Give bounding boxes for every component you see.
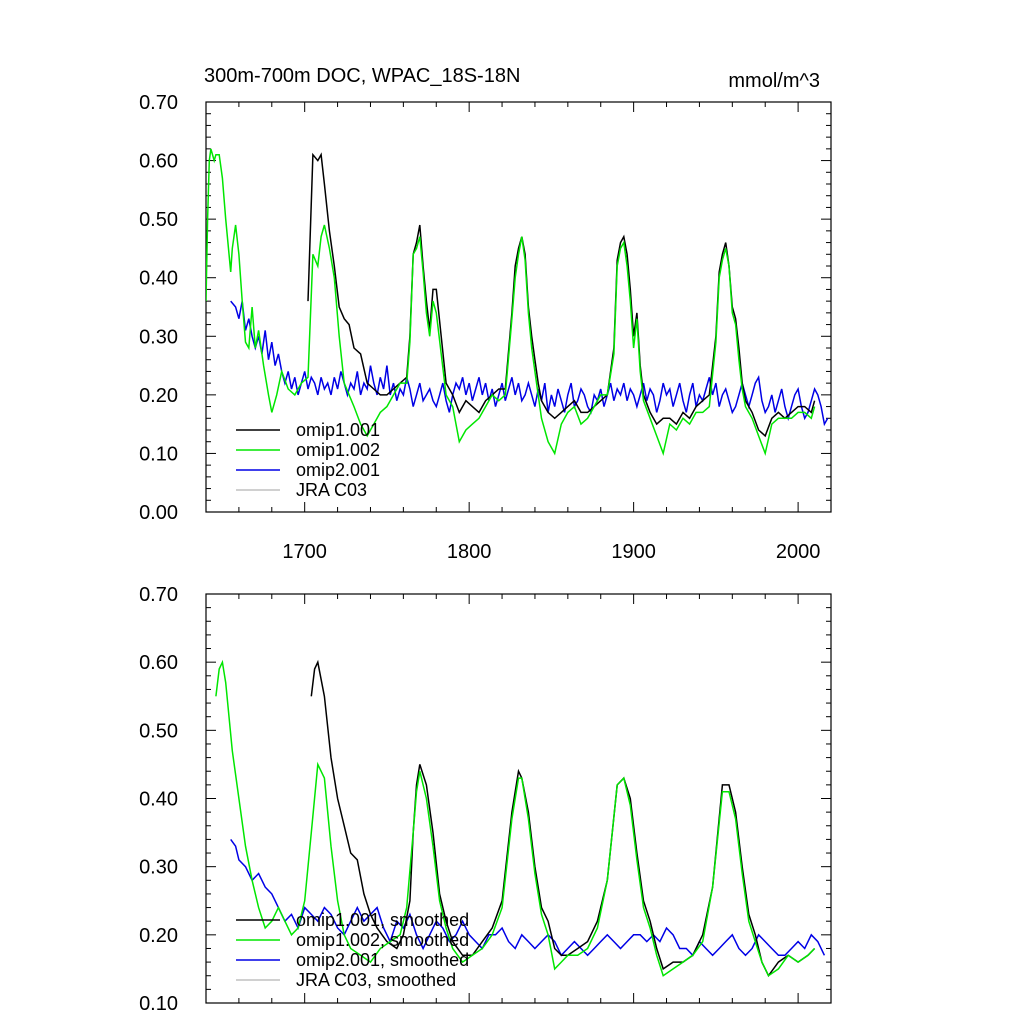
y-tick-label: 0.40 <box>139 268 178 290</box>
plot-frame <box>205 101 832 513</box>
y-tick-label: 0.30 <box>139 857 178 879</box>
y-tick-label: 0.70 <box>139 92 178 114</box>
y-tick-label: 0.10 <box>139 443 178 465</box>
y-tick-label: 0.70 <box>139 584 178 606</box>
y-tick-label: 0.10 <box>139 993 178 1015</box>
series-line-omip1-002 <box>206 148 816 457</box>
y-tick-label: 0.20 <box>139 385 178 407</box>
legend-label: omip1.001, smoothed <box>296 910 469 930</box>
y-tick-label: 0.20 <box>139 925 178 947</box>
legend-label: omip1.002, smoothed <box>296 930 469 950</box>
y-tick-label: 0.60 <box>139 151 178 173</box>
series-line-omip2-001-smoothed <box>230 838 826 957</box>
legend-label: omip1.001 <box>296 420 380 440</box>
series-line-omip2-001 <box>230 300 829 427</box>
legend-label: JRA C03, smoothed <box>296 970 456 990</box>
x-tick-label: 1700 <box>282 541 327 563</box>
y-tick-label: 0.40 <box>139 789 178 811</box>
x-tick-label: 1900 <box>611 541 656 563</box>
legend-label: omip2.001, smoothed <box>296 950 469 970</box>
y-tick-label: 0.30 <box>139 326 178 348</box>
x-tick-label: 2000 <box>776 541 821 563</box>
x-tick-label: 1800 <box>447 541 492 563</box>
y-tick-label: 0.50 <box>139 209 178 231</box>
bottom-panel: 0.10 0.20 0.30 0.40 0.50 0.60 0.70 omip1.001, s… <box>139 584 832 1015</box>
top-panel: 0.00 0.10 0.20 0.30 0.40 0.50 0.60 0.70 1700 1800… <box>139 92 832 563</box>
legend-label: omip1.002 <box>296 440 380 460</box>
series-line-omip1-001-smoothed <box>310 659 816 978</box>
legend-label: JRA C03 <box>296 480 367 500</box>
y-tick-label: 0.00 <box>139 502 178 524</box>
y-tick-label: 0.50 <box>139 720 178 742</box>
y-tick-label: 0.60 <box>139 652 178 674</box>
series-line-omip1-002-smoothed <box>215 659 816 977</box>
units-label: mmol/m^3 <box>728 70 820 92</box>
chart-title: 300m-700m DOC, WPAC_18S-18N <box>204 65 520 87</box>
legend-label: omip2.001 <box>296 460 380 480</box>
